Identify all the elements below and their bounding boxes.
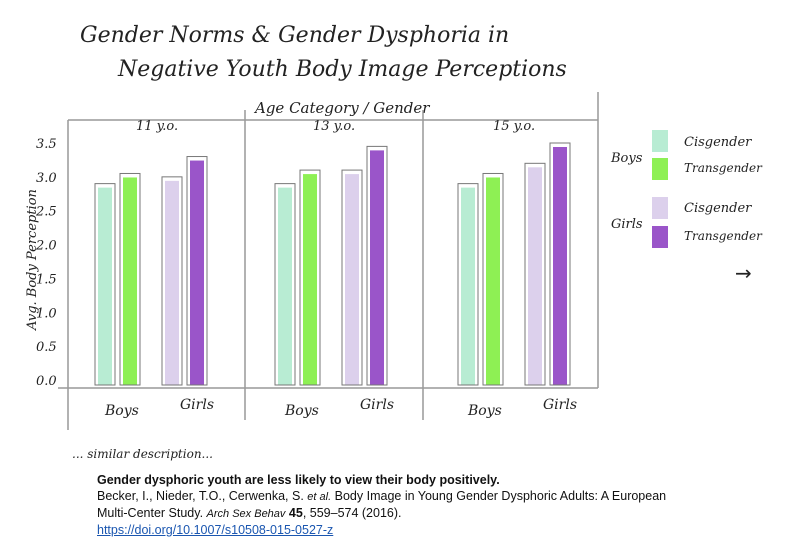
bar <box>345 174 359 385</box>
y-tick-label: 0.0 <box>36 374 57 389</box>
gender-label: Boys <box>284 403 319 419</box>
bar <box>123 177 137 385</box>
bar <box>528 167 542 385</box>
gender-label: Girls <box>360 397 394 413</box>
y-tick-label: 3.0 <box>36 171 57 186</box>
next-arrow: → <box>735 261 752 285</box>
chart-title-line1: Gender Norms & Gender Dysphoria in <box>80 23 509 48</box>
bar-outline <box>549 142 571 386</box>
age-group-label: 13 y.o. <box>313 119 355 134</box>
caption-pages: , 559–574 (2016). <box>302 506 402 520</box>
bars <box>94 142 571 386</box>
chart: Gender Norms & Gender Dysphoria in Negat… <box>25 23 763 461</box>
age-group-label: 15 y.o. <box>493 119 535 134</box>
legend-label-boys-cis: Cisgender <box>684 135 752 150</box>
legend-group-boys: Boys <box>610 151 643 166</box>
bar <box>303 174 317 385</box>
bar <box>553 147 567 385</box>
legend-swatch-boys-cis <box>652 130 668 152</box>
caption-volume: 45 <box>288 506 303 520</box>
bar <box>486 177 500 385</box>
bar-outline <box>482 172 504 386</box>
age-group-label: 11 y.o. <box>136 119 178 134</box>
y-tick-label: 2.5 <box>35 205 57 220</box>
bar-outline <box>94 183 116 386</box>
x-axis-label: Age Category / Gender <box>253 99 430 117</box>
caption-citation: Becker, I., Nieder, T.O., Cerwenka, S. e… <box>97 488 697 522</box>
legend-group-girls: Girls <box>611 217 643 232</box>
bar <box>98 187 112 385</box>
bar-outline <box>186 156 208 386</box>
bar-outline <box>524 162 546 386</box>
legend-label-girls-trans: Transgender <box>684 229 763 243</box>
legend-label-girls-cis: Cisgender <box>684 201 752 216</box>
note-text: ... similar description... <box>72 447 213 461</box>
caption-authors: Becker, I., Nieder, T.O., Cerwenka, S. <box>97 489 304 503</box>
gender-label: Boys <box>104 403 139 419</box>
gender-label: Girls <box>180 397 214 413</box>
bar <box>370 150 384 385</box>
caption-headline: Gender dysphoric youth are less likely t… <box>97 473 500 487</box>
legend-label-boys-trans: Transgender <box>684 161 763 175</box>
gender-label: Boys <box>467 403 502 419</box>
chart-title-line2: Negative Youth Body Image Perceptions <box>117 57 567 82</box>
y-tick-label: 2.0 <box>35 239 57 254</box>
caption: Gender dysphoric youth are less likely t… <box>97 472 697 538</box>
legend-swatch-girls-trans <box>652 226 668 248</box>
y-tick-label: 1.0 <box>36 306 57 321</box>
y-tick-label: 3.5 <box>36 137 57 152</box>
gender-labels: Boys Girls Boys Girls Boys Girls <box>104 397 577 419</box>
y-ticks: 0.0 0.5 1.0 1.5 2.0 2.5 3.0 3.5 <box>35 137 57 389</box>
bar-outline <box>161 176 183 386</box>
legend-swatch-girls-cis <box>652 197 668 219</box>
caption-paper-title: Body Image in Young Gender Dysphoric Adu… <box>97 489 667 520</box>
bar-outline <box>457 183 479 386</box>
legend: Boys Cisgender Transgender Girls Cisgend… <box>610 130 763 248</box>
bar <box>461 187 475 385</box>
caption-et-al: et al. <box>307 491 332 503</box>
caption-journal: Arch Sex Behav <box>206 508 286 520</box>
y-tick-label: 1.5 <box>36 272 57 287</box>
bar <box>165 180 179 385</box>
age-group-labels: 11 y.o. 13 y.o. 15 y.o. <box>136 119 535 134</box>
gender-label: Girls <box>543 397 577 413</box>
bar-outline <box>119 172 141 386</box>
bar-outline <box>299 169 321 386</box>
legend-swatch-boys-trans <box>652 158 668 180</box>
y-axis-label: Avg. Body Perception <box>25 189 40 331</box>
y-tick-label: 0.5 <box>36 340 57 355</box>
bar <box>278 187 292 385</box>
bar-outline <box>366 145 388 386</box>
bar <box>190 160 204 385</box>
bar-outline <box>274 183 296 386</box>
caption-doi-link[interactable]: https://doi.org/10.1007/s10508-015-0527-… <box>97 523 334 537</box>
bar-outline <box>341 169 363 386</box>
